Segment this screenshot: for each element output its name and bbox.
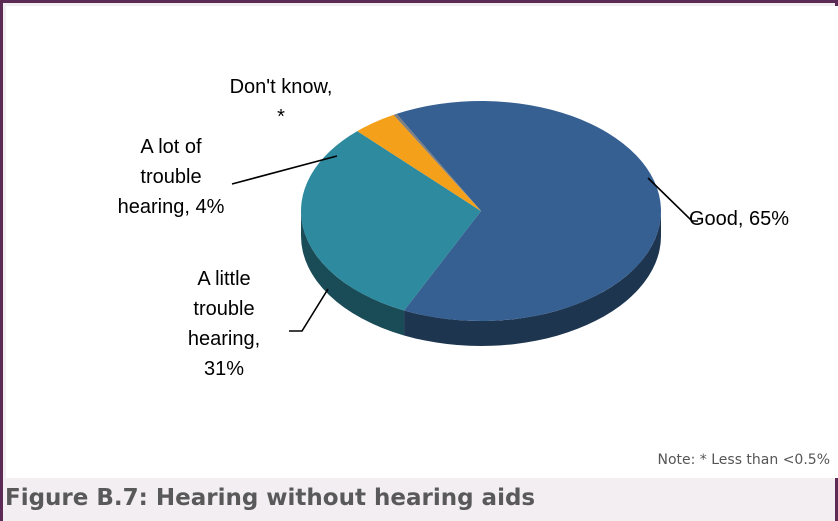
pie-slice-a-little-trouble-hearing — [301, 131, 481, 311]
pie-side-a-little-trouble-hearing — [301, 211, 405, 336]
pie-chart — [231, 100, 698, 346]
leader-lines — [231, 155, 698, 332]
pie-depth — [301, 211, 662, 346]
chart-note: Note: * Less than <0.5% — [657, 452, 830, 468]
pie-slice-a-lot-of-trouble-hearing — [357, 114, 481, 211]
pie-slice-don-t-know — [393, 113, 481, 211]
slice-label-good: Good, 65% — [689, 208, 790, 230]
leader-line-good — [647, 177, 698, 222]
pie-side-good — [404, 211, 662, 346]
chart-area: Good, 65% A little trouble hearing, 31% … — [6, 6, 838, 478]
slice-label-dont-know: Don't know, * — [229, 76, 333, 128]
pie-top — [301, 100, 662, 321]
slice-label-little-trouble: A little trouble hearing, 31% — [187, 268, 261, 380]
leader-line-little-trouble — [289, 288, 329, 332]
pie-slice-good — [396, 100, 662, 321]
leader-line-lot-of-trouble — [231, 155, 338, 185]
slice-label-lot-of-trouble: A lot of trouble hearing, 4% — [117, 136, 225, 218]
figure-caption: Figure B.7: Hearing without hearing aids — [5, 485, 536, 511]
